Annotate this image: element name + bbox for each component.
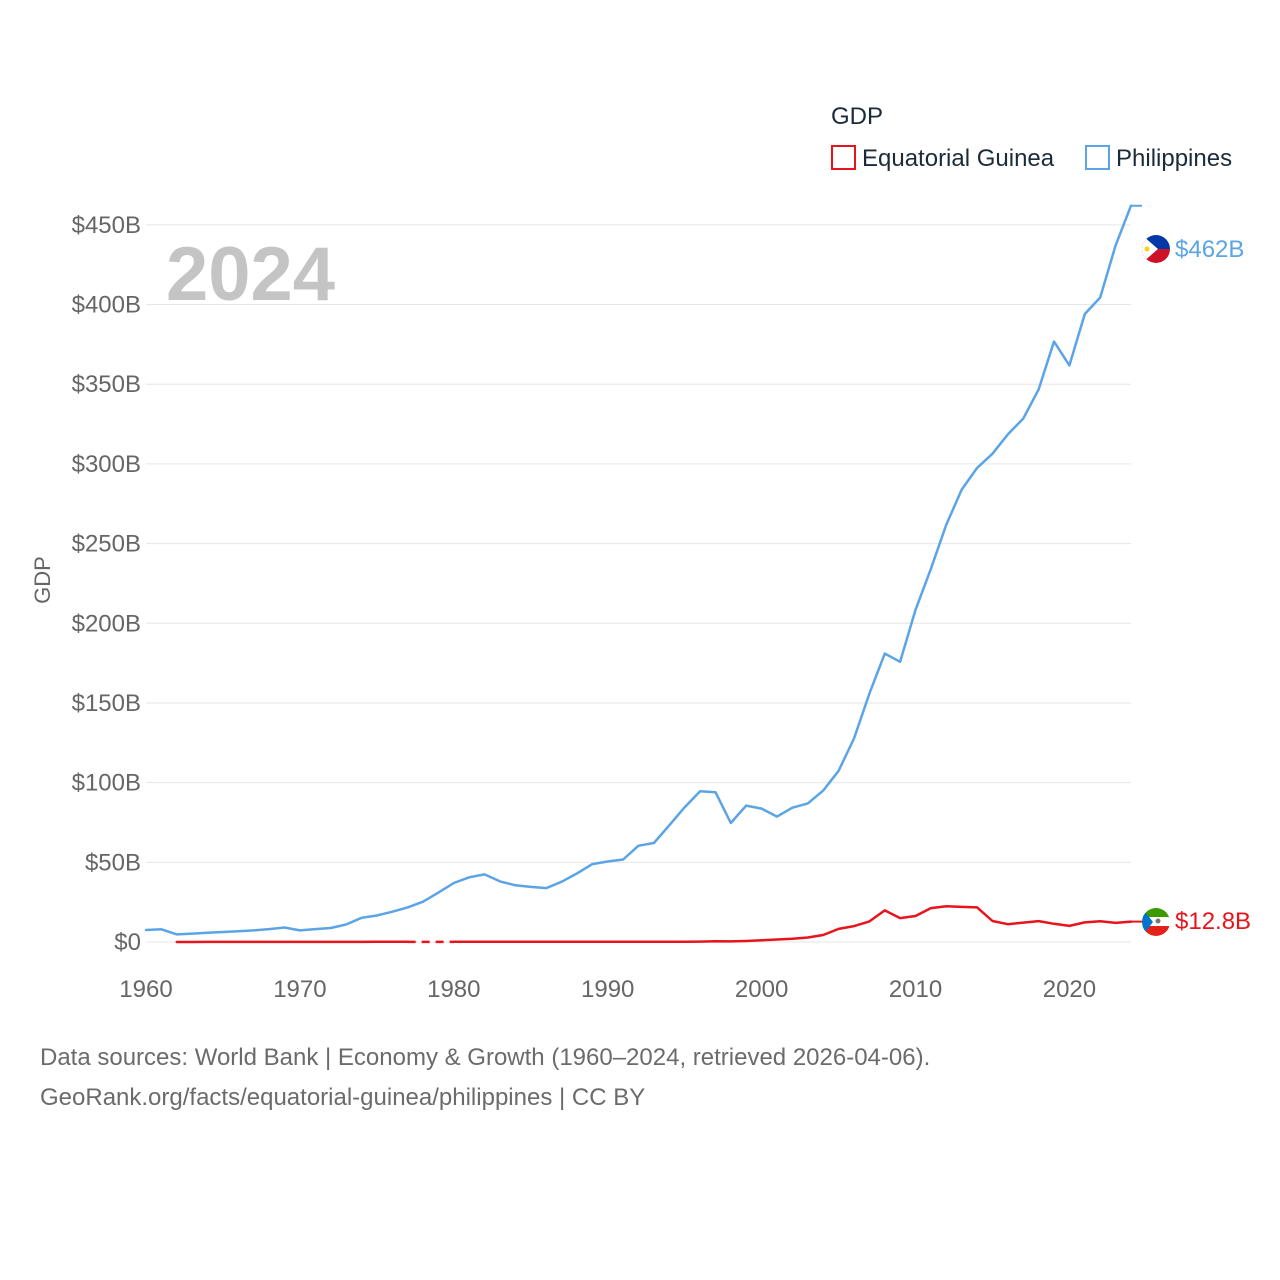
x-tick-label: 1980 (427, 976, 480, 1003)
y-tick-label: $400B (72, 292, 141, 319)
legend-swatch-equatorial-guinea (831, 145, 856, 170)
y-tick-label: $300B (72, 451, 141, 478)
y-tick-label: $100B (72, 770, 141, 797)
series-line-philippines (144, 204, 1133, 936)
series-lines (144, 204, 1142, 944)
x-tick-label: 2010 (889, 976, 942, 1003)
x-axis-ticks: 1960 1970 1980 1990 2000 2010 2020 (119, 976, 1096, 1003)
end-label-equatorial-guinea: $12.8B (1175, 908, 1251, 935)
y-tick-label: $200B (72, 610, 141, 637)
x-tick-label: 2020 (1043, 976, 1096, 1003)
y-tick-label: $150B (72, 690, 141, 717)
y-tick-label: $350B (72, 371, 141, 398)
equatorial-guinea-flag-icon (1142, 908, 1170, 936)
legend-swatch-philippines (1085, 145, 1110, 170)
x-tick-label: 1990 (581, 976, 634, 1003)
source-url[interactable]: GeoRank.org/facts/equatorial-guinea/phil… (40, 1084, 646, 1111)
year-watermark: 2024 (166, 232, 335, 317)
y-axis-label: GDP (30, 556, 55, 604)
legend-title: GDP (831, 103, 883, 130)
y-tick-label: $250B (72, 531, 141, 558)
legend-item-philippines[interactable]: Philippines (1085, 145, 1232, 172)
y-tick-label: $50B (85, 849, 141, 876)
philippines-flag-icon (1142, 235, 1170, 263)
legend-label-philippines: Philippines (1116, 145, 1232, 172)
series-line-equatorial-guinea (452, 905, 1133, 944)
x-tick-label: 1960 (119, 976, 172, 1003)
gridlines (146, 224, 1131, 943)
x-tick-label: 2000 (735, 976, 788, 1003)
y-tick-label: $450B (72, 212, 141, 239)
y-tick-label: $0 (114, 929, 141, 956)
end-label-philippines: $462B (1175, 236, 1244, 263)
source-note: Data sources: World Bank | Economy & Gro… (40, 1044, 931, 1071)
legend-label-equatorial-guinea: Equatorial Guinea (862, 145, 1055, 172)
legend: GDP Equatorial Guinea Philippines (831, 103, 1232, 172)
y-axis-ticks: $0 $50B $100B $150B $200B $250B $300B $350B $400… (72, 212, 141, 956)
x-tick-label: 1970 (273, 976, 326, 1003)
legend-item-equatorial-guinea[interactable]: Equatorial Guinea (831, 145, 1055, 172)
